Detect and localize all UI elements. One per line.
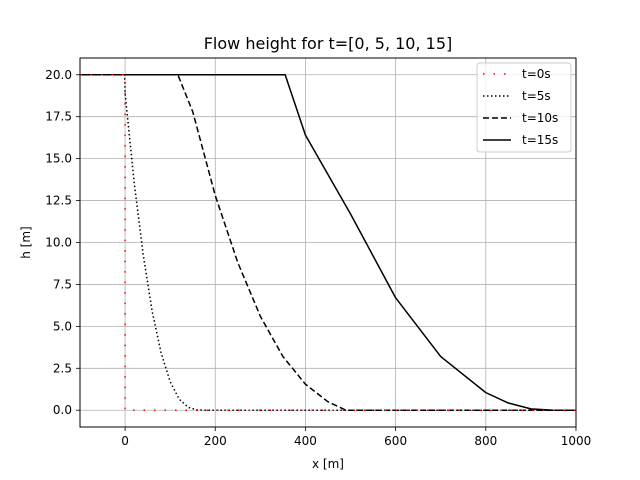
y-tick-label: 17.5 xyxy=(45,110,72,124)
y-tick-label: 15.0 xyxy=(45,152,72,166)
x-tick-label: 600 xyxy=(384,434,407,448)
y-axis-label: h [m] xyxy=(19,226,33,258)
y-tick-label: 5.0 xyxy=(53,319,72,333)
series-line-t-15s xyxy=(80,74,576,411)
x-tick-label: 0 xyxy=(121,434,129,448)
series-group xyxy=(80,74,576,411)
x-tick-label: 1000 xyxy=(561,434,592,448)
x-tick-label: 800 xyxy=(474,434,497,448)
chart-title: Flow height for t=[0, 5, 10, 15] xyxy=(204,34,453,53)
ticks: 0 200 400 600 800 1000 0.0 2.5 5.0 7.5 10.0 12.5 15.… xyxy=(45,68,591,448)
y-tick-label: 0.0 xyxy=(53,403,72,417)
legend-label: t=15s xyxy=(522,133,558,147)
grid xyxy=(80,58,577,427)
x-tick-label: 400 xyxy=(294,434,317,448)
y-tick-label: 12.5 xyxy=(45,194,72,208)
y-tick-label: 20.0 xyxy=(45,68,72,82)
legend-box xyxy=(476,62,572,153)
legend-label: t=5s xyxy=(522,89,551,103)
x-tick-label: 200 xyxy=(204,434,227,448)
x-axis-label: x [m] xyxy=(312,457,344,471)
legend-label: t=0s xyxy=(522,67,551,81)
series-line-t-10s xyxy=(80,74,576,411)
y-tick-label: 10.0 xyxy=(45,236,72,250)
legend-label: t=10s xyxy=(522,111,558,125)
legend: t=0s t=5s t=10s t=15s xyxy=(476,62,572,153)
y-tick-label: 2.5 xyxy=(53,361,72,375)
y-tick-label: 7.5 xyxy=(53,277,72,291)
